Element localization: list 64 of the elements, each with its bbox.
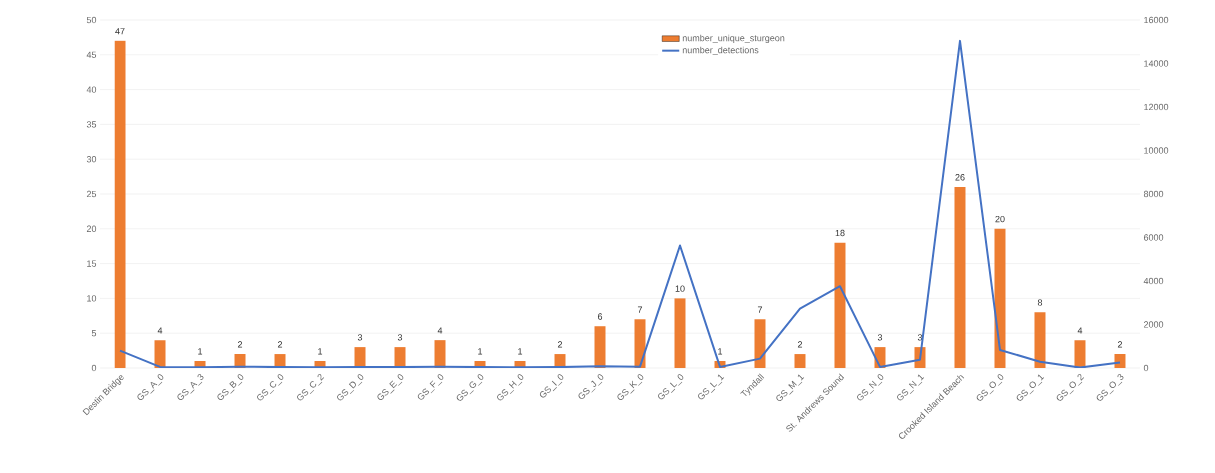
data-label: 3 bbox=[917, 334, 923, 341]
bar bbox=[354, 347, 366, 368]
bar bbox=[1034, 312, 1046, 368]
bar bbox=[634, 319, 646, 368]
bar bbox=[834, 242, 846, 368]
y2-tick-label: 16000 bbox=[1144, 16, 1169, 24]
data-label: 2 bbox=[1117, 341, 1123, 348]
y-tick-label: 20 bbox=[86, 225, 97, 232]
y2-tick-label: 8000 bbox=[1143, 190, 1164, 198]
data-label: 10 bbox=[675, 285, 685, 292]
data-label: 7 bbox=[637, 306, 643, 313]
y2-tick-label: 0 bbox=[1143, 364, 1149, 372]
y-tick-label: 45 bbox=[86, 51, 97, 58]
data-label: 1 bbox=[198, 348, 203, 355]
bar bbox=[994, 228, 1006, 368]
data-label: 3 bbox=[357, 334, 363, 341]
data-label: 4 bbox=[157, 327, 163, 334]
bar bbox=[674, 298, 686, 368]
y-tick-label: 0 bbox=[91, 364, 97, 372]
y2-tick-label: 12000 bbox=[1144, 103, 1169, 111]
bar bbox=[1074, 340, 1086, 368]
y-tick-label: 40 bbox=[86, 86, 97, 93]
data-label: 2 bbox=[797, 341, 803, 348]
y2-tick-label: 10000 bbox=[1144, 147, 1169, 154]
data-label: 3 bbox=[397, 334, 403, 341]
legend-label: number_unique_sturgeon bbox=[682, 34, 785, 44]
y-tick-label: 10 bbox=[87, 295, 97, 302]
data-label: 1 bbox=[318, 348, 323, 355]
data-label: 4 bbox=[437, 327, 443, 334]
data-label: 3 bbox=[877, 334, 883, 341]
data-label: 47 bbox=[115, 28, 125, 35]
bar bbox=[794, 354, 806, 368]
y-tick-label: 50 bbox=[86, 16, 97, 24]
bar bbox=[594, 326, 606, 368]
y-tick-label: 35 bbox=[86, 121, 97, 128]
data-label: 2 bbox=[557, 341, 563, 348]
data-label: 8 bbox=[1037, 299, 1043, 306]
data-label: 7 bbox=[757, 306, 763, 313]
bar bbox=[954, 187, 966, 368]
y2-tick-label: 2000 bbox=[1143, 321, 1164, 328]
data-label: 6 bbox=[597, 313, 603, 320]
data-label: 1 bbox=[718, 348, 723, 355]
y-tick-label: 30 bbox=[86, 156, 97, 163]
y2-tick-label: 14000 bbox=[1144, 60, 1169, 67]
data-label: 20 bbox=[995, 215, 1005, 223]
y2-tick-label: 6000 bbox=[1143, 234, 1164, 241]
data-label: 18 bbox=[835, 229, 845, 237]
bar bbox=[154, 340, 166, 368]
data-label: 4 bbox=[1077, 327, 1083, 334]
data-label: 26 bbox=[955, 174, 965, 181]
data-label: 1 bbox=[478, 348, 483, 355]
y-tick-label: 25 bbox=[86, 190, 97, 198]
legend-label: number_detections bbox=[682, 46, 759, 55]
bar bbox=[394, 347, 406, 368]
data-label: 2 bbox=[277, 341, 283, 348]
bar bbox=[434, 340, 446, 368]
data-label: 2 bbox=[237, 341, 243, 348]
data-label: 1 bbox=[518, 348, 523, 355]
bar bbox=[114, 40, 126, 368]
y-tick-label: 5 bbox=[91, 330, 97, 337]
y-tick-label: 15 bbox=[87, 260, 97, 267]
y2-tick-label: 4000 bbox=[1143, 277, 1164, 285]
bar bbox=[1114, 354, 1126, 368]
bar bbox=[754, 319, 766, 368]
